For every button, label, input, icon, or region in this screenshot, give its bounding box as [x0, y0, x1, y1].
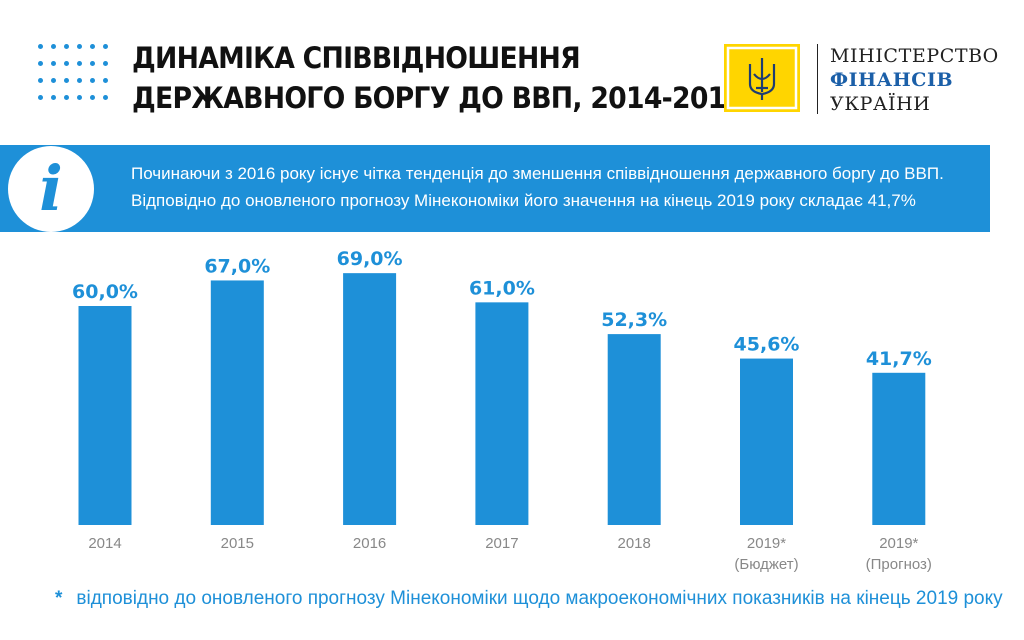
tick-label: 2016	[353, 535, 386, 552]
data-label: 60,0%	[72, 281, 138, 303]
dot	[38, 95, 43, 100]
dot	[64, 78, 69, 83]
tick-label: 2019*	[747, 535, 786, 552]
dot	[103, 44, 108, 49]
title-line-2: ДЕРЖАВНОГО БОРГУ ДО ВВП, 2014-2019	[132, 81, 744, 115]
dot	[77, 61, 82, 66]
bar	[78, 306, 132, 525]
dot	[77, 78, 82, 83]
bar	[343, 273, 397, 525]
dot	[38, 78, 43, 83]
logo-divider	[817, 44, 818, 114]
dot	[38, 61, 43, 66]
dot-grid-icon	[38, 44, 110, 108]
dot	[77, 44, 82, 49]
tick-label: 2018	[618, 535, 651, 552]
data-label: 67,0%	[204, 255, 270, 277]
tick-label: 2019*	[879, 535, 918, 552]
ministry-line-2: ФІНАНСІВ	[830, 69, 954, 91]
dot	[64, 61, 69, 66]
bar	[210, 280, 264, 525]
dot	[103, 61, 108, 66]
ministry-name: МІНІСТЕРСТВО ФІНАНСІВ УКРАЇНИ	[830, 44, 999, 116]
info-icon: i	[39, 152, 63, 225]
dot	[77, 95, 82, 100]
data-label: 45,6%	[734, 334, 800, 356]
page-title: ДИНАМІКА СПІВВІДНОШЕННЯ ДЕРЖАВНОГО БОРГУ…	[132, 38, 744, 118]
footnote-star: *	[55, 588, 63, 609]
data-label: 61,0%	[469, 277, 535, 299]
dot	[51, 61, 56, 66]
dot	[90, 61, 95, 66]
info-text: Починаючи з 2016 року існує чітка тенден…	[131, 160, 981, 214]
ministry-line-3: УКРАЇНИ	[830, 93, 931, 115]
tick-label: (Прогноз)	[866, 556, 932, 573]
dot	[38, 44, 43, 49]
info-line-1: Починаючи з 2016 року існує чітка тенден…	[131, 164, 944, 183]
tick-label: 2017	[485, 535, 518, 552]
bar	[872, 372, 926, 525]
bar	[607, 334, 661, 525]
footnote-text: відповідно до оновленого прогнозу Мінеко…	[76, 588, 1003, 609]
info-line-2: Відповідно до оновленого прогнозу Мінеко…	[131, 191, 916, 210]
dot	[64, 95, 69, 100]
trident-emblem-icon	[724, 44, 800, 112]
tick-label: 2015	[221, 535, 254, 552]
bar	[740, 358, 793, 525]
tick-label: 2014	[88, 535, 121, 552]
info-icon-circle	[8, 146, 94, 232]
debt-to-gdp-bar-chart: 60,0% 2014 67,0% 2015 69,0% 2016 61,0% 2017 52,3…	[72, 248, 932, 573]
dot	[103, 78, 108, 83]
dot	[103, 95, 108, 100]
title-line-1: ДИНАМІКА СПІВВІДНОШЕННЯ	[132, 41, 581, 75]
footnote: * відповідно до оновленого прогнозу Мінек…	[55, 588, 1003, 610]
dot	[64, 44, 69, 49]
dot	[90, 44, 95, 49]
tick-label: (Бюджет)	[734, 556, 798, 573]
bar	[475, 302, 529, 525]
dot	[90, 95, 95, 100]
dot	[90, 78, 95, 83]
dot	[51, 95, 56, 100]
data-label: 41,7%	[866, 348, 932, 370]
dot	[51, 78, 56, 83]
data-label: 69,0%	[337, 248, 403, 270]
ministry-line-1: МІНІСТЕРСТВО	[830, 45, 999, 67]
data-label: 52,3%	[601, 309, 667, 331]
dot	[51, 44, 56, 49]
info-banner	[0, 145, 990, 232]
